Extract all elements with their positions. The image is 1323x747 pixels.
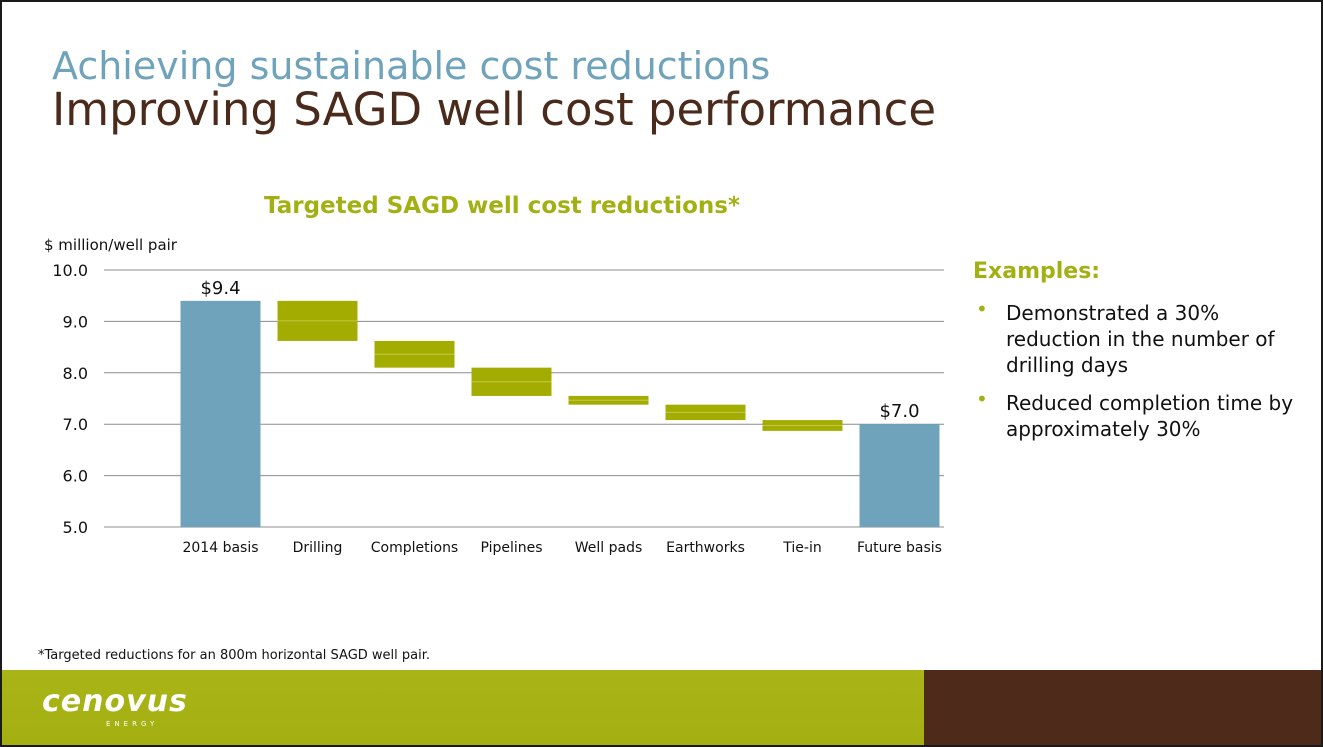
- x-tick-label: Completions: [371, 540, 458, 556]
- data-label: $9.4: [200, 278, 240, 299]
- example-text: Demonstrated a 30% reduction in the numb…: [1006, 301, 1275, 377]
- y-tick-label: 5.0: [63, 518, 88, 537]
- bullet-icon: •: [976, 387, 988, 411]
- y-tick-label: 7.0: [63, 415, 88, 434]
- y-tick-label: 8.0: [63, 364, 88, 383]
- slide-supertitle: Achieving sustainable cost reductions: [52, 44, 771, 88]
- y-axis-label: $ million/well pair: [44, 236, 178, 254]
- example-item: • Reduced completion time by approximate…: [973, 387, 1303, 442]
- x-tick-label: Drilling: [293, 540, 343, 556]
- cenovus-logo: cenovus: [42, 684, 188, 719]
- y-tick-label: 9.0: [63, 312, 88, 331]
- examples-heading: Examples:: [973, 259, 1101, 284]
- cenovus-logo-subtext: ENERGY: [106, 720, 159, 728]
- data-label: $7.0: [879, 401, 919, 422]
- chart-title: Targeted SAGD well cost reductions*: [264, 193, 740, 219]
- x-tick-label: Pipelines: [480, 540, 542, 556]
- y-tick-label: 10.0: [52, 261, 88, 280]
- example-text: Reduced completion time by approximately…: [1006, 391, 1294, 441]
- footer-green-band: [2, 670, 924, 745]
- waterfall-chart: Targeted SAGD well cost reductions* $ mi…: [44, 193, 944, 556]
- footer-brown-band: [924, 670, 1321, 745]
- bar-future-basis: [859, 424, 940, 527]
- example-item: • Demonstrated a 30% reduction in the nu…: [973, 297, 1303, 378]
- bar-2014-basis: [180, 300, 261, 527]
- y-tick-label: 6.0: [63, 467, 88, 486]
- footnote: *Targeted reductions for an 800m horizon…: [38, 648, 431, 663]
- x-tick-label: 2014 basis: [182, 540, 258, 556]
- x-tick-label: Well pads: [575, 540, 643, 556]
- bullet-icon: •: [976, 297, 988, 321]
- examples-list: • Demonstrated a 30% reduction in the nu…: [973, 297, 1303, 454]
- x-tick-label: Earthworks: [666, 540, 745, 556]
- x-tick-label: Future basis: [857, 540, 942, 556]
- x-tick-label: Tie-in: [782, 540, 821, 556]
- labels: 10.0 9.0 8.0 7.0 6.0 5.0 2014 basis Drilling Com…: [52, 261, 942, 556]
- bars: [180, 300, 940, 527]
- slide-title: Improving SAGD well cost performance: [52, 83, 937, 136]
